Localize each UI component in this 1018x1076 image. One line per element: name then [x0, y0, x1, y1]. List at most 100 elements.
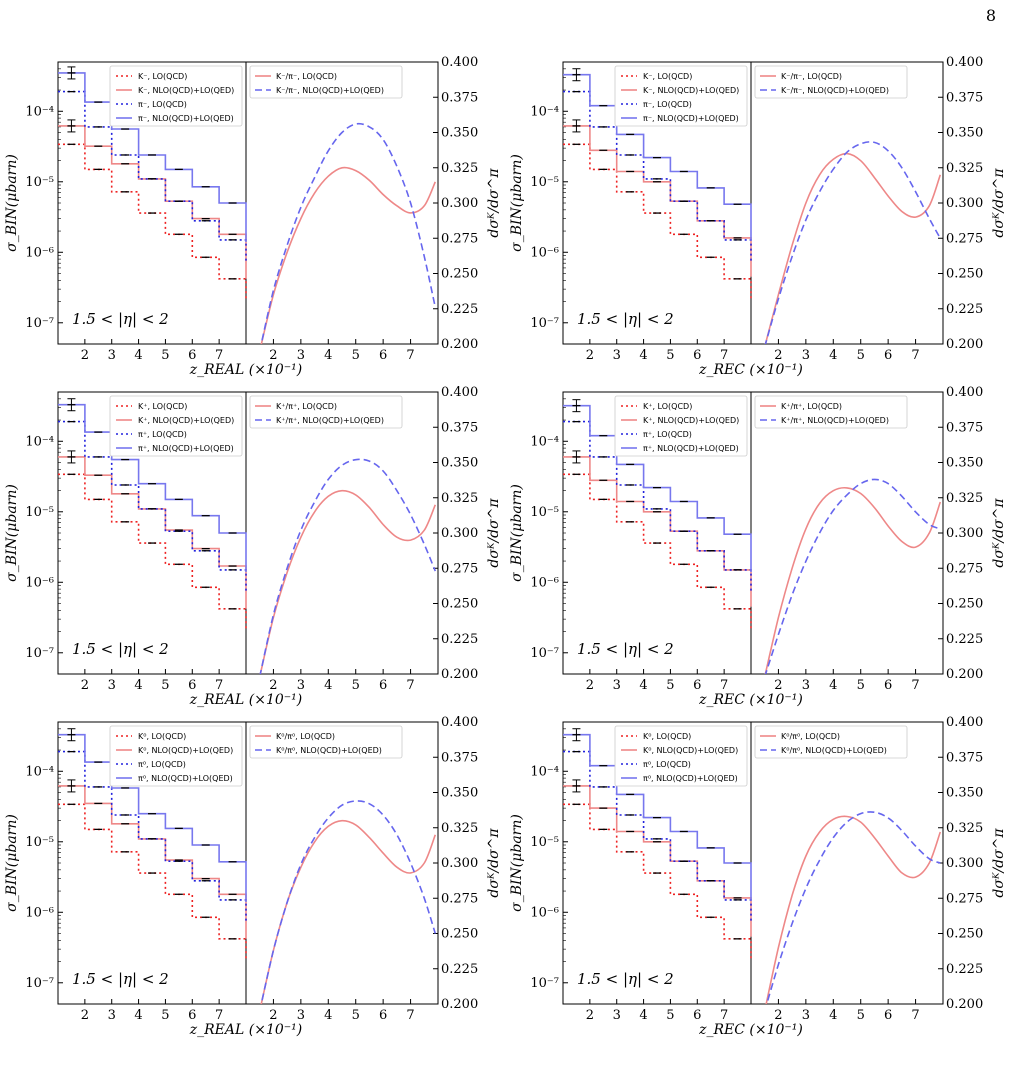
series-k_lo-step: [563, 473, 752, 629]
ratio-y-tick-label: 0.325: [441, 491, 478, 506]
series-pi_lo-step: [58, 420, 247, 594]
ratio-y-axis-label: dσᴷ/dσ^π: [991, 498, 1007, 568]
x-tick-label: 2: [586, 1008, 594, 1023]
x-tick-label: 6: [188, 678, 196, 693]
legend-label: K⁺/π⁺, NLO(QCD)+LO(QED): [781, 416, 889, 425]
panel-row3-left: 10⁻⁷ 10⁻⁶ 10⁻⁵ 10⁻⁴ 2 2 3 3 4 4 5 5 6 6 7 7 0.200 0.225 0.…: [4, 715, 502, 1038]
legend-label: K⁰, LO(QCD): [643, 732, 691, 741]
y-tick-label: 10⁻⁷: [530, 976, 559, 991]
ratio-legend: K⁺/π⁺, LO(QCD) K⁺/π⁺, NLO(QCD)+LO(QED): [249, 395, 403, 429]
ratio-y-tick-label: 0.275: [946, 231, 983, 246]
ratio-y-tick-label: 0.375: [946, 420, 983, 435]
ratio-series-ratio_lo: [764, 486, 942, 674]
y-axis-label: σ_BIN(μbarn): [4, 154, 20, 252]
x-axis-label: z_REC (×10⁻¹): [698, 692, 803, 708]
legend-label: π⁺, LO(QCD): [643, 430, 692, 439]
x-tick-label: 4: [639, 678, 647, 693]
ratio-y-axis-label: dσᴷ/dσ^π: [991, 168, 1007, 238]
legend-label: K⁻, LO(QCD): [138, 72, 187, 81]
legend-label: K⁺/π⁺, NLO(QCD)+LO(QED): [276, 416, 384, 425]
cross-section-legend: K⁻, LO(QCD) K⁻, NLO(QCD)+LO(QED) π⁻, LO(QC…: [614, 65, 748, 127]
series-pi_nlo-step: [563, 404, 752, 572]
x-tick-label: 2: [586, 678, 594, 693]
legend-label: K⁻/π⁻, NLO(QCD)+LO(QED): [276, 86, 384, 95]
legend-label: K⁺, LO(QCD): [138, 402, 187, 411]
ratio-y-tick-label: 0.325: [441, 821, 478, 836]
ratio-y-tick-label: 0.325: [946, 491, 983, 506]
ratio-y-tick-label: 0.300: [946, 856, 983, 871]
series-k_lo-step: [58, 143, 247, 299]
ratio-legend: K⁺/π⁺, LO(QCD) K⁺/π⁺, NLO(QCD)+LO(QED): [754, 395, 908, 429]
ratio-y-tick-label: 0.400: [946, 385, 983, 400]
x-tick-label: 2: [774, 1008, 782, 1023]
series-k_nlo-step: [58, 456, 247, 609]
ratio-axes-frame: [750, 721, 944, 1005]
legend-label: π⁻, NLO(QCD)+LO(QED): [138, 114, 234, 123]
x-tick-label: 2: [81, 678, 89, 693]
ratio-y-tick-label: 0.225: [441, 302, 478, 317]
eta-range-annotation: 1.5 < |η| < 2: [577, 310, 674, 328]
ratio-y-tick-label: 0.400: [441, 715, 478, 730]
ratio-y-axis-label: dσᴷ/dσ^π: [486, 168, 502, 238]
series-pi_nlo-step: [58, 403, 247, 572]
ratio-y-tick-label: 0.400: [441, 55, 478, 70]
legend-label: K⁻/π⁻, NLO(QCD)+LO(QED): [781, 86, 889, 95]
page-number: 8: [985, 6, 996, 25]
x-axis-label: z_REC (×10⁻¹): [698, 362, 803, 378]
eta-range-annotation: 1.5 < |η| < 2: [72, 310, 169, 328]
y-axis-label: σ_BIN(μbarn): [509, 154, 525, 252]
series-k_nlo-step: [58, 785, 247, 939]
x-tick-label: 4: [324, 348, 332, 363]
ratio-legend: K⁻/π⁻, LO(QCD) K⁻/π⁻, NLO(QCD)+LO(QED): [249, 65, 403, 99]
x-tick-label: 5: [857, 678, 865, 693]
legend-label: K⁺/π⁺, LO(QCD): [781, 402, 842, 411]
x-tick-label: 3: [108, 348, 116, 363]
x-tick-label: 3: [802, 1008, 810, 1023]
series-k_lo-step: [58, 803, 247, 959]
legend-box: [614, 395, 748, 457]
legend-box: [614, 725, 748, 787]
ratio-series-ratio_lo: [764, 152, 942, 344]
ratio-series-ratio_nlo: [764, 141, 941, 344]
legend-box: [109, 65, 243, 127]
legend-label: π⁺, NLO(QCD)+LO(QED): [643, 444, 739, 453]
y-tick-label: 10⁻⁶: [530, 905, 559, 920]
legend-box: [614, 65, 748, 127]
y-tick-label: 10⁻⁷: [530, 316, 559, 331]
y-tick-label: 10⁻⁷: [25, 316, 54, 331]
series-pi_nlo-step: [563, 73, 752, 241]
x-tick-label: 5: [666, 678, 674, 693]
x-tick-label: 2: [81, 1008, 89, 1023]
ratio-y-tick-label: 0.300: [441, 526, 478, 541]
legend-box: [109, 725, 243, 787]
x-tick-label: 2: [586, 348, 594, 363]
x-tick-label: 5: [857, 348, 865, 363]
ratio-y-tick-label: 0.250: [441, 927, 478, 942]
cross-section-legend: K⁻, LO(QCD) K⁻, NLO(QCD)+LO(QED) π⁻, LO(QC…: [109, 65, 243, 127]
ratio-y-axis-label: dσᴷ/dσ^π: [991, 828, 1007, 898]
x-tick-label: 5: [352, 348, 360, 363]
series-pi_lo-step: [563, 420, 752, 594]
x-tick-label: 4: [324, 1008, 332, 1023]
legend-label: π⁺, LO(QCD): [138, 430, 187, 439]
legend-label: K⁰/π⁰, LO(QCD): [276, 732, 335, 741]
legend-label: K⁻/π⁻, LO(QCD): [276, 72, 337, 81]
series-pi_lo-step: [58, 750, 247, 924]
y-tick-label: 10⁻⁵: [530, 175, 559, 190]
ratio-y-tick-label: 0.375: [946, 750, 983, 765]
x-tick-label: 6: [379, 348, 387, 363]
ratio-y-tick-label: 0.250: [946, 597, 983, 612]
x-tick-label: 3: [613, 348, 621, 363]
y-axis-label: σ_BIN(μbarn): [509, 814, 525, 912]
x-tick-label: 3: [297, 1008, 305, 1023]
ratio-series-ratio_lo: [260, 819, 437, 1004]
y-tick-label: 10⁻⁵: [25, 505, 54, 520]
x-tick-label: 3: [802, 348, 810, 363]
legend-label: K⁰/π⁰, NLO(QCD)+LO(QED): [781, 746, 887, 755]
ratio-y-axis-label: dσᴷ/dσ^π: [486, 498, 502, 568]
ratio-y-tick-label: 0.375: [441, 420, 478, 435]
x-tick-label: 6: [884, 678, 892, 693]
cross-section-legend: K⁺, LO(QCD) K⁺, NLO(QCD)+LO(QED) π⁺, LO(QC…: [109, 395, 243, 457]
series-k_lo-step: [563, 803, 752, 959]
